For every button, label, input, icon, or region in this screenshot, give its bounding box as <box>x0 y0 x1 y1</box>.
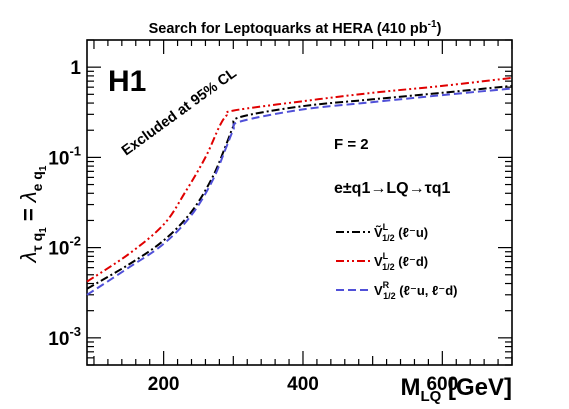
y-tick-label-base: 1 <box>70 58 81 79</box>
legend-label-main: V <box>374 283 383 298</box>
legend-label: ṼL 1/2 (ℓ⁻u) <box>374 222 428 243</box>
y-tick-label-exponent: -3 <box>69 324 81 339</box>
x-axis-label: MLQ [GeV] <box>400 374 512 405</box>
y-tick-label-base: 10 <box>48 148 69 169</box>
y-tick-label-base: 10 <box>48 239 69 260</box>
chart-title: Search for Leptoquarks at HERA (410 pb-1… <box>149 19 442 37</box>
legend-label-tail: (ℓ⁻d) <box>395 254 428 269</box>
experiment-label: H1 <box>108 65 146 98</box>
y-tick-label: 10-2 <box>48 234 81 260</box>
legend-label-sub: 1/2 <box>383 291 396 301</box>
chart-title-main: Search for Leptoquarks at HERA (410 pb <box>149 21 428 37</box>
process-label: e±q1→LQ→τq1 <box>334 180 450 197</box>
y-tick-label-base: 10 <box>48 329 69 350</box>
legend-label-main: V <box>374 254 383 269</box>
legend-label-sup: L <box>383 251 389 261</box>
legend-label-sup: R <box>383 280 390 290</box>
y-tick-label: 1 <box>70 58 81 79</box>
x-tick-label: 600 <box>426 374 458 395</box>
series-line-2 <box>86 76 513 283</box>
chart-title-end: ) <box>437 21 442 37</box>
fermion-number-label: F = 2 <box>334 136 369 153</box>
plot-frame <box>86 39 513 366</box>
y-tick-label: 10-3 <box>48 324 81 350</box>
exclusion-curves <box>86 76 513 296</box>
legend-label-main: Ṽ <box>374 225 383 240</box>
y-tick-label-exponent: -2 <box>69 234 81 249</box>
legend-label-sup: L <box>383 222 389 232</box>
x-tick-label: 200 <box>148 374 180 395</box>
legend-label: VL 1/2 (ℓ⁻d) <box>374 251 428 272</box>
chart-title-sup: -1 <box>428 19 437 30</box>
legend-label: VR 1/2 (ℓ⁻u, ℓ⁻d) <box>374 280 458 301</box>
y-axis-label: λτ q1 = λe q1 <box>16 165 49 263</box>
process-label-text: e±q1→LQ→τq1 <box>334 180 450 197</box>
legend-label-sub: 1/2 <box>382 262 395 272</box>
x-tick-label: 400 <box>287 374 319 395</box>
legend: ṼL 1/2 (ℓ⁻u)VL 1/2 (ℓ⁻d)VR 1/2 (ℓ⁻u, ℓ⁻d) <box>336 222 458 301</box>
x-axis-label-sub: LQ <box>420 388 441 405</box>
y-tick-label: 10-1 <box>48 143 81 169</box>
legend-label-tail: (ℓ⁻u, ℓ⁻d) <box>396 283 458 298</box>
legend-label-tail: (ℓ⁻u) <box>395 225 428 240</box>
series-line-1 <box>86 84 513 290</box>
legend-label-sub: 1/2 <box>382 233 395 243</box>
x-axis-label-unit: [GeV] <box>441 374 512 401</box>
series-line-3 <box>86 87 513 296</box>
y-tick-label-exponent: -1 <box>69 143 81 158</box>
x-axis-label-main: M <box>400 374 420 401</box>
